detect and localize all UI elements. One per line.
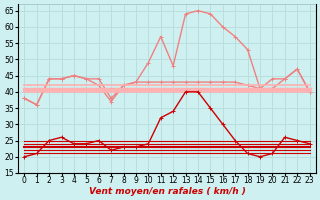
X-axis label: Vent moyen/en rafales ( km/h ): Vent moyen/en rafales ( km/h ) <box>89 187 245 196</box>
